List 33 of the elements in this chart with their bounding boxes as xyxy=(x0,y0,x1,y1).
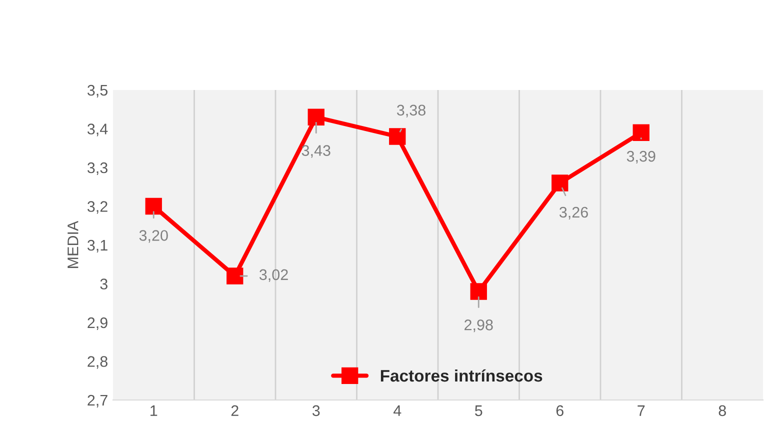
x-tick-label: 2 xyxy=(231,405,238,416)
y-axis-title: MEDIA xyxy=(68,220,78,268)
data-label: 3,38 xyxy=(396,104,426,118)
x-tick-label: 1 xyxy=(150,405,158,416)
y-tick-label: 2,8 xyxy=(88,356,108,369)
data-label: 3,26 xyxy=(559,206,588,220)
point xyxy=(632,124,650,141)
y-tick-label: 3,2 xyxy=(87,201,108,214)
y-tick-label: 2,7 xyxy=(88,394,108,408)
data-label: 3,39 xyxy=(626,150,656,164)
x-tick-label: 8 xyxy=(718,405,726,416)
point xyxy=(552,174,568,192)
y-tick-label: 3,5 xyxy=(87,84,108,98)
point xyxy=(389,128,406,145)
point xyxy=(308,108,324,126)
x-tick-label: 6 xyxy=(556,405,564,416)
x-tick-label: 5 xyxy=(474,405,482,416)
data-label: 3,02 xyxy=(259,269,288,282)
x-tick-label: 3 xyxy=(312,405,320,416)
x-tick-label: 7 xyxy=(638,405,645,416)
point xyxy=(470,283,487,300)
y-tick-label: 3,1 xyxy=(87,240,108,252)
data-label: 3,20 xyxy=(139,230,168,243)
point xyxy=(226,268,244,284)
data-label: 2,98 xyxy=(464,320,493,332)
y-tick-label: 2,9 xyxy=(88,317,108,330)
y-tick-label: 3,3 xyxy=(87,162,108,175)
y-tick-label: 3,4 xyxy=(87,124,108,136)
x-tick-label: 4 xyxy=(393,405,402,416)
point xyxy=(145,198,162,215)
data-label: 3,43 xyxy=(302,145,330,158)
legend-label: Factores intrínsecos xyxy=(380,369,542,382)
y-tick-label: 3 xyxy=(100,278,108,290)
